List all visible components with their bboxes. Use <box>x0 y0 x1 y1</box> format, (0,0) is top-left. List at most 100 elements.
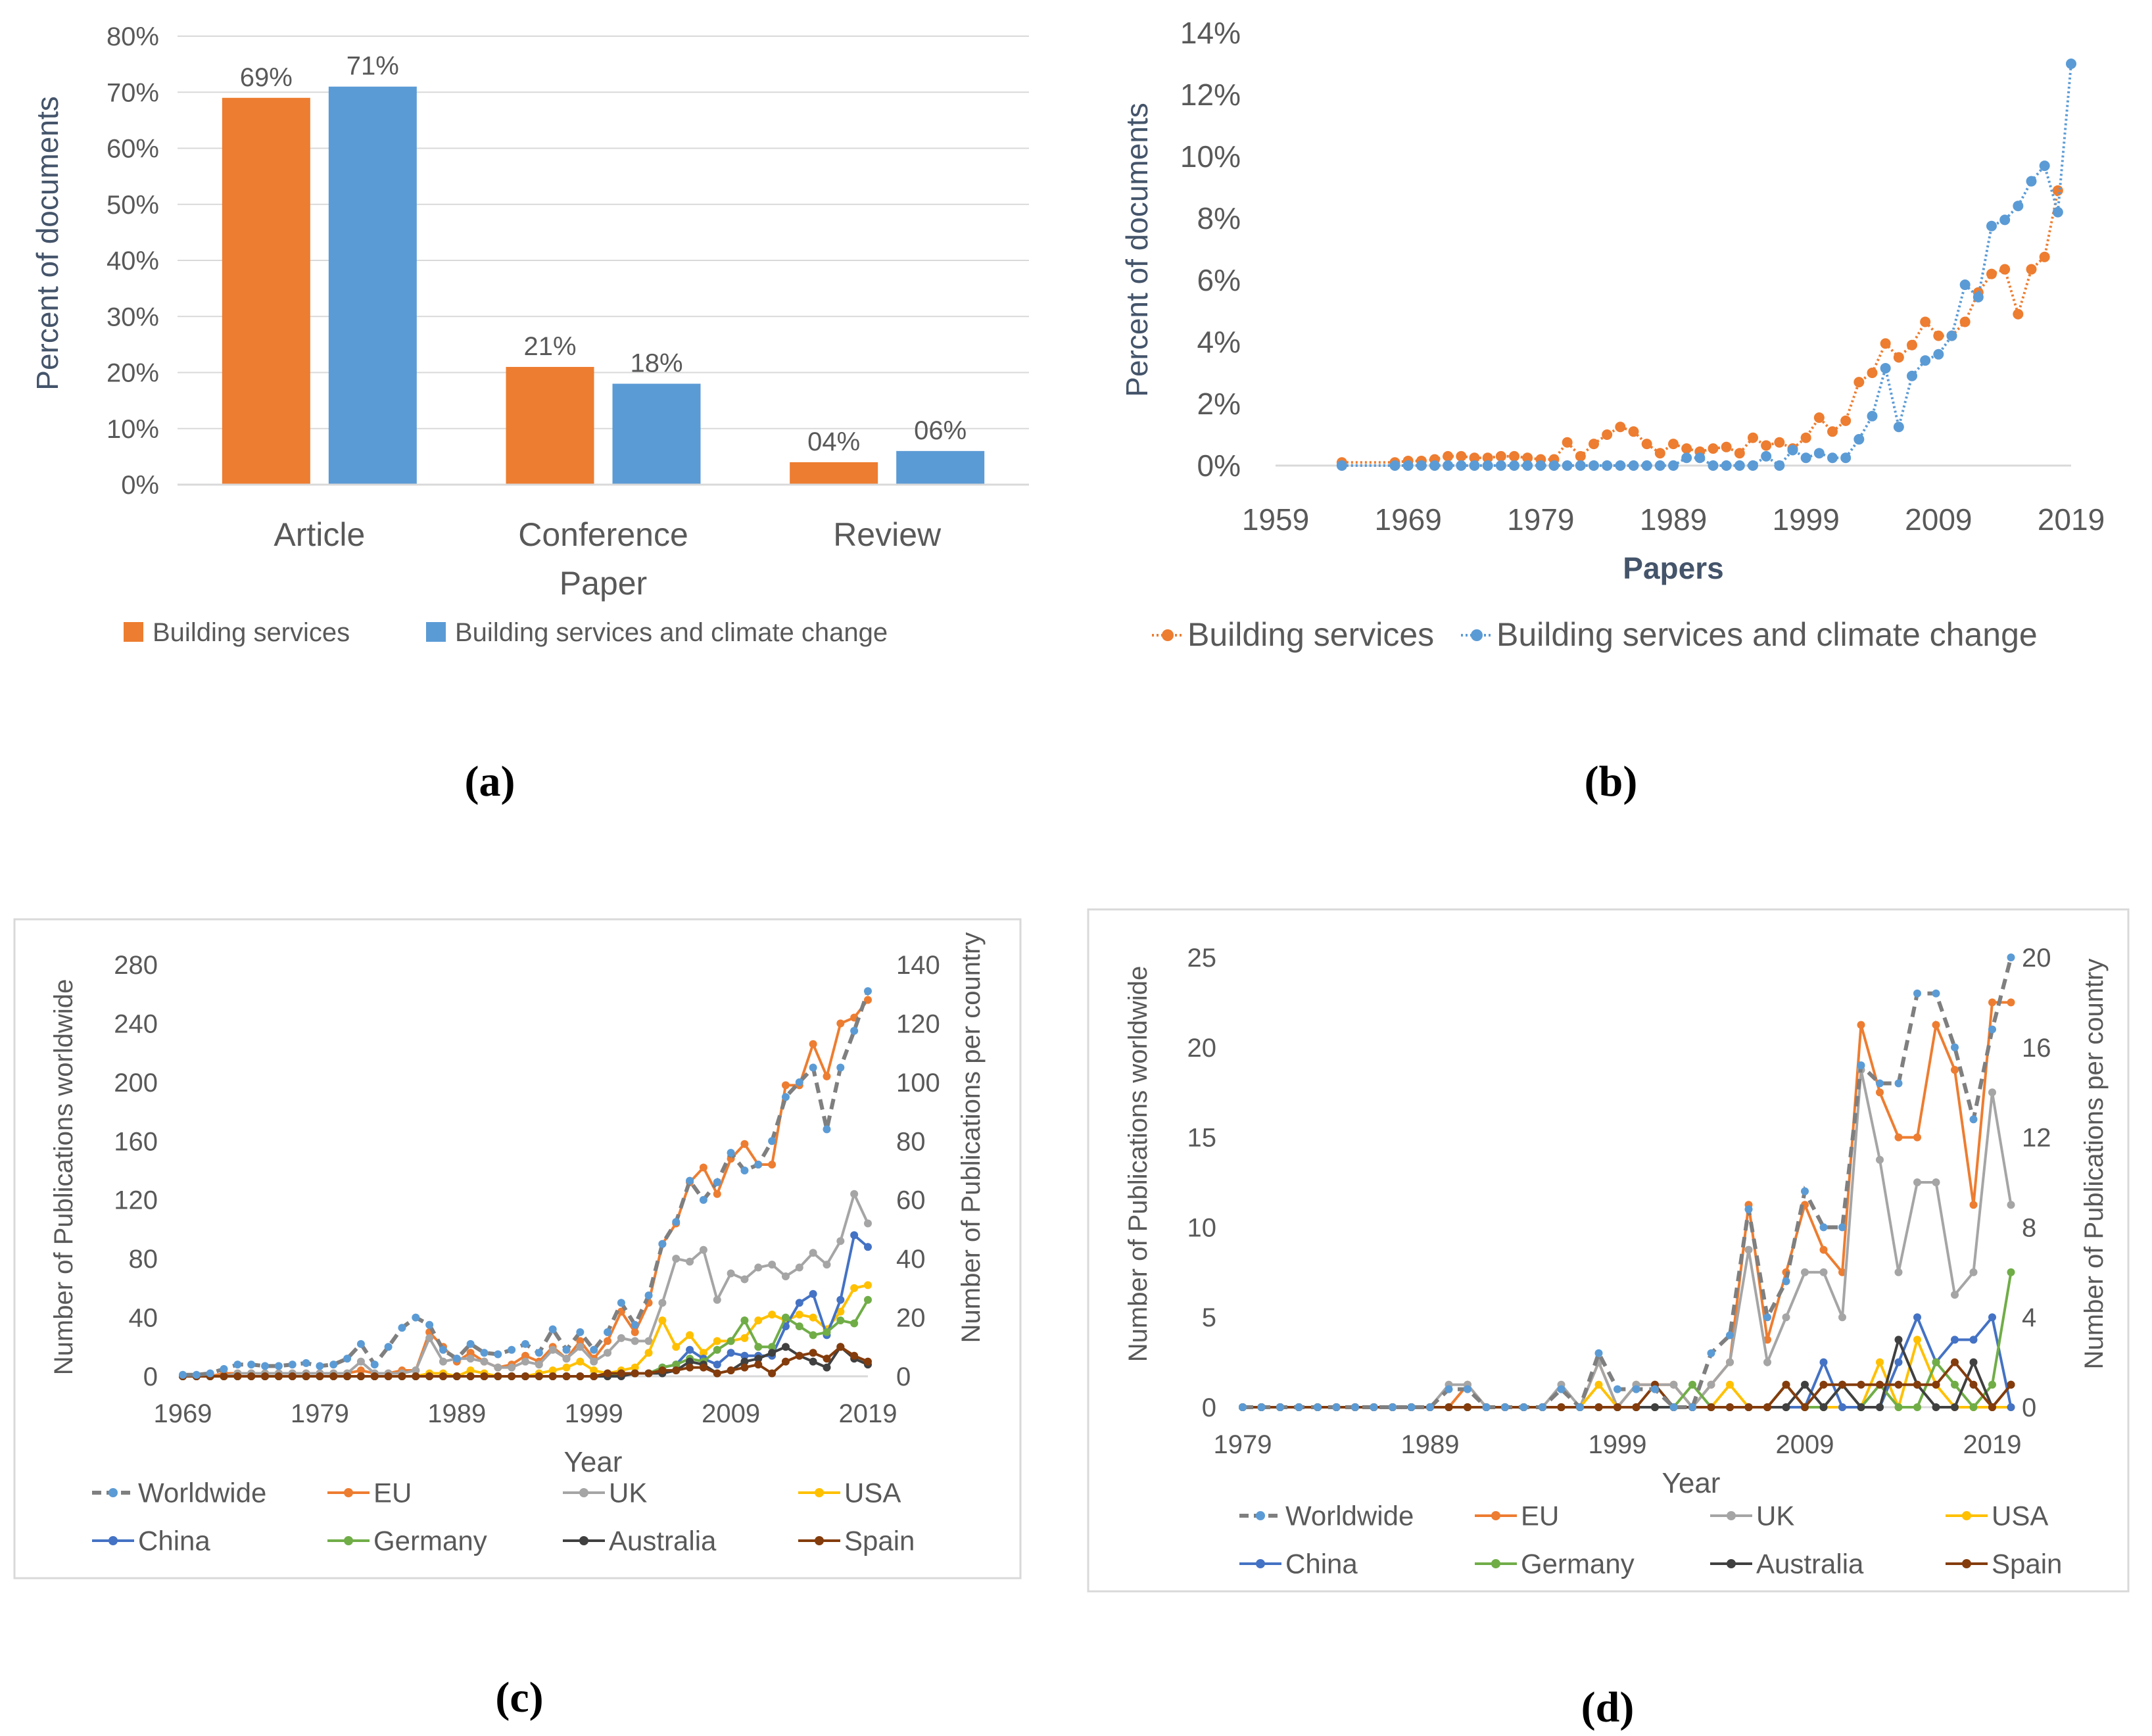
chart-d-point-eu <box>1894 1133 1903 1142</box>
chart-d-point-worldwide <box>1763 1313 1771 1322</box>
chart-c-ytick: 0 <box>143 1362 158 1391</box>
chart-b-point-building-services-and-climate-change <box>1813 448 1825 459</box>
chart-b-point-building-services <box>1920 316 1931 327</box>
chart-c-point-worldwide <box>809 1063 817 1072</box>
chart-d-point-uk <box>1763 1358 1771 1366</box>
legend-label-building-services: Building services <box>153 618 350 647</box>
chart-c-point-spain <box>699 1363 707 1372</box>
chart-c-point-spain <box>535 1372 543 1380</box>
chart-b-point-building-services-and-climate-change <box>1986 220 1997 231</box>
chart-c-point-worldwide <box>343 1355 352 1363</box>
chart-c-point-spain <box>302 1372 310 1380</box>
chart-b-point-building-services-and-climate-change <box>1761 450 1772 462</box>
chart-c-xtick: 1999 <box>565 1399 623 1428</box>
chart-c-y2tick: 0 <box>896 1362 911 1391</box>
chart-d-point-worldwide <box>1426 1403 1434 1411</box>
chart-c-point-china <box>864 1243 872 1251</box>
chart-d-point-eu <box>1969 1201 1978 1209</box>
chart-c-point-australia <box>781 1343 790 1351</box>
chart-c-point-china <box>850 1231 859 1240</box>
chart-d-point-usa <box>1726 1380 1734 1389</box>
chart-c-point-spain <box>809 1349 817 1357</box>
chart-d-point-spain <box>1819 1380 1828 1389</box>
chart-c-point-eu <box>713 1190 721 1198</box>
chart-b-point-building-services-and-climate-change <box>1933 349 1944 360</box>
chart-d-point-uk <box>1988 1088 1996 1097</box>
chart-c-point-worldwide <box>836 1063 845 1072</box>
chart-c-point-uk <box>466 1355 475 1363</box>
chart-d-point-china <box>1951 1336 1959 1344</box>
chart-d-point-spain <box>1951 1358 1959 1366</box>
chart-d-legend-label-china: China <box>1285 1549 1358 1579</box>
chart-c-point-worldwide <box>864 987 872 996</box>
chart-b-point-building-services <box>1668 439 1679 450</box>
chart-d-legend-label-germany: Germany <box>1521 1549 1635 1579</box>
chart-d-point-worldwide <box>1332 1403 1341 1411</box>
chart-d-frame <box>1087 908 2130 1593</box>
chart-a-data-label: 21% <box>523 332 576 361</box>
legend-swatch-building-services <box>124 622 143 642</box>
chart-b-point-building-services-and-climate-change <box>1959 279 1971 291</box>
chart-c-point-worldwide <box>521 1339 529 1348</box>
chart-c-point-uk <box>754 1263 763 1272</box>
chart-c-point-australia <box>754 1355 763 1363</box>
chart-c-point-spain <box>576 1372 585 1380</box>
chart-c-point-worldwide <box>179 1370 187 1379</box>
chart-c-point-usa <box>576 1357 585 1366</box>
chart-d-point-spain <box>1782 1380 1790 1389</box>
chart-c-legend-marker-usa <box>815 1488 824 1497</box>
chart-c-point-uk <box>412 1366 420 1375</box>
chart-b-point-building-services-and-climate-change <box>1482 460 1493 471</box>
chart-b-point-building-services <box>1893 352 1904 363</box>
chart-d-point-worldwide <box>1539 1403 1546 1411</box>
chart-b-xtick: 1989 <box>1640 502 1707 537</box>
chart-c-point-spain <box>329 1372 338 1380</box>
chart-d-point-worldwide <box>1557 1385 1566 1393</box>
chart-a-data-label: 06% <box>914 416 967 445</box>
chart-d-point-worldwide <box>1314 1403 1322 1411</box>
chart-c-point-uk <box>836 1237 845 1245</box>
chart-d-point-spain <box>1838 1380 1846 1389</box>
chart-b-point-building-services <box>1933 330 1944 341</box>
chart-c-point-spain <box>288 1372 297 1380</box>
chart-c-point-spain <box>452 1372 461 1380</box>
chart-c-point-uk <box>494 1363 502 1372</box>
chart-d-point-uk <box>1819 1268 1828 1276</box>
chart-b-point-building-services-and-climate-change <box>1495 460 1506 471</box>
chart-d-point-uk <box>1744 1245 1753 1254</box>
chart-c-point-eu <box>356 1366 365 1375</box>
chart-d-xtick: 1979 <box>1214 1430 1272 1459</box>
chart-d-legend-label-spain: Spain <box>1992 1549 2062 1579</box>
chart-c-legend-marker-china <box>108 1536 118 1545</box>
chart-c-point-uk <box>535 1361 543 1369</box>
chart-c-point-usa <box>864 1281 872 1290</box>
chart-c-point-uk <box>850 1190 859 1198</box>
chart-c-point-worldwide <box>727 1149 735 1157</box>
chart-d-point-spain <box>1744 1403 1753 1411</box>
chart-c-point-uk <box>480 1357 489 1366</box>
chart-c-point-worldwide <box>439 1345 447 1354</box>
chart-c-point-worldwide <box>316 1362 324 1370</box>
chart-c-point-worldwide <box>480 1349 489 1357</box>
chart-b-point-building-services-and-climate-change <box>1853 434 1865 445</box>
chart-c-point-worldwide <box>644 1291 653 1300</box>
chart-c-point-worldwide <box>631 1320 639 1329</box>
chart-c-y2tick: 60 <box>896 1186 926 1215</box>
chart-d-point-china <box>1969 1336 1978 1344</box>
chart-b-point-building-services-and-climate-change <box>1402 460 1414 471</box>
chart-d-point-china <box>1819 1358 1828 1366</box>
chart-c-point-worldwide <box>370 1361 379 1369</box>
chart-a-data-label: 71% <box>347 52 399 81</box>
chart-c-point-germany <box>754 1343 763 1351</box>
chart-c-point-uk <box>644 1337 653 1345</box>
chart-c-point-worldwide <box>740 1167 749 1174</box>
chart-d-point-germany <box>1988 1380 1996 1389</box>
chart-d-point-spain <box>1857 1380 1865 1389</box>
chart-c-point-usa <box>562 1363 571 1372</box>
chart-c-legend-label-germany: Germany <box>373 1526 487 1556</box>
chart-c-point-spain <box>740 1363 749 1372</box>
chart-c-ylabel: Number of Publications worldwide <box>49 979 78 1376</box>
chart-b-point-building-services <box>1761 440 1772 451</box>
chart-d-point-worldwide <box>1857 1061 1865 1070</box>
chart-d-legend-marker-usa <box>1962 1511 1971 1520</box>
